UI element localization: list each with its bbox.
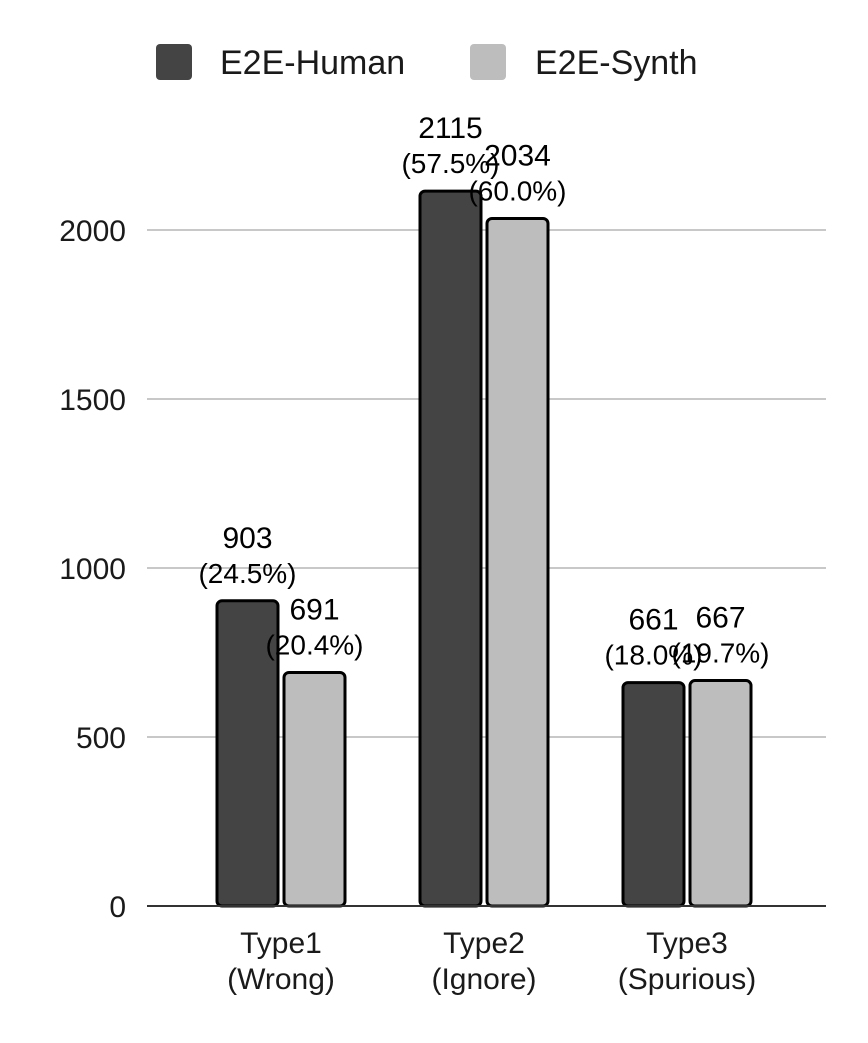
category-label-1: (Wrong) [227, 963, 335, 996]
category-label-3: Type3 [646, 927, 728, 960]
category-label-2: (Ignore) [431, 963, 536, 996]
percent-label: (19.7%) [671, 638, 769, 669]
percent-label: (18.0%) [604, 640, 702, 671]
legend: E2E-Human E2E-Synth [156, 44, 698, 82]
y-tick-label-500: 500 [76, 722, 126, 755]
y-axis: 0 500 1000 1500 2000 [59, 215, 126, 924]
legend-swatch-1 [156, 44, 192, 80]
bar-e2e-synth-3 [688, 679, 753, 908]
percent-label: (24.5%) [198, 558, 296, 589]
category-label-2: Type2 [443, 927, 525, 960]
bars [215, 189, 753, 908]
value-label: 667 [695, 602, 745, 635]
data-labels: 903(24.5%) 691(20.4%) 2115(57.5%)2034(60.0… [198, 112, 769, 670]
y-tick-label-1000: 1000 [59, 553, 126, 586]
value-label: 2034 [484, 140, 551, 173]
legend-swatch-2 [470, 44, 506, 80]
value-label: 903 [222, 522, 272, 555]
legend-label-2: E2E-Synth [535, 44, 698, 82]
y-tick-label-0: 0 [109, 891, 126, 924]
y-tick-label-2000: 2000 [59, 215, 126, 248]
category-label-1: Type1 [240, 927, 322, 960]
bar-e2e-synth-1 [282, 670, 347, 908]
bar-e2e-human-3 [621, 681, 686, 908]
value-label: 2115 [418, 112, 483, 145]
legend-label-1: E2E-Human [220, 44, 405, 82]
value-label: 661 [628, 604, 678, 637]
percent-label: (57.5%) [401, 148, 499, 179]
value-label: 691 [289, 593, 339, 626]
y-tick-label-1500: 1500 [59, 384, 126, 417]
category-label-3: (Spurious) [618, 963, 756, 996]
percent-label: (60.0%) [468, 176, 566, 207]
bar-e2e-human-2 [418, 189, 483, 908]
x-axis: Type1(Wrong) Type2(Ignore) Type3(Spurious) [147, 905, 826, 996]
bar-e2e-synth-2 [485, 217, 550, 908]
percent-label: (20.4%) [265, 629, 363, 660]
